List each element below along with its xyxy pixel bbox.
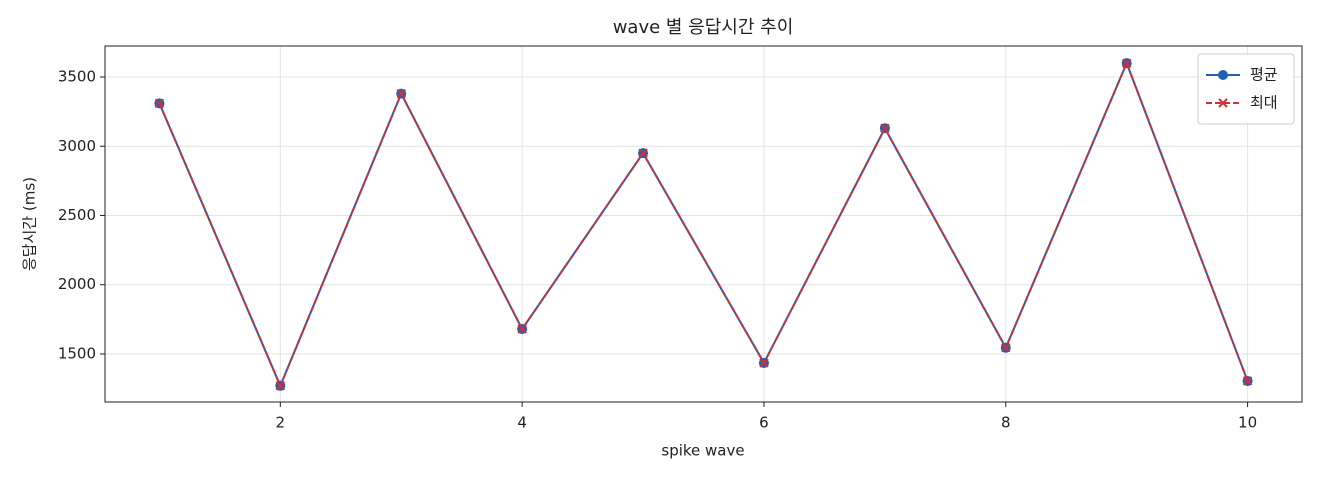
marker-shape bbox=[275, 381, 286, 391]
marker bbox=[517, 324, 527, 334]
marker bbox=[1242, 376, 1253, 386]
legend-label: 최대 bbox=[1250, 94, 1278, 112]
x-tick-label: 8 bbox=[1001, 414, 1011, 432]
y-tick-label: 1500 bbox=[58, 344, 96, 362]
marker-shape bbox=[880, 123, 890, 133]
marker-shape bbox=[1242, 376, 1253, 386]
y-tick-label: 2500 bbox=[58, 206, 96, 224]
x-axis-label: spike wave bbox=[661, 442, 744, 460]
marker-shape bbox=[1218, 98, 1228, 108]
marker-shape bbox=[396, 88, 406, 99]
marker-shape bbox=[1121, 58, 1132, 68]
x-tick-label: 6 bbox=[759, 414, 769, 432]
marker bbox=[1218, 70, 1228, 80]
marker bbox=[880, 123, 890, 133]
marker bbox=[1218, 98, 1228, 108]
marker bbox=[396, 88, 406, 99]
marker bbox=[638, 148, 648, 158]
x-tick-label: 4 bbox=[517, 414, 527, 432]
x-tick-label: 10 bbox=[1238, 414, 1257, 432]
y-axis-label: 응답시간 (ms) bbox=[21, 177, 39, 271]
chart-title: wave 별 응답시간 추이 bbox=[613, 17, 794, 38]
marker-shape bbox=[1001, 343, 1011, 353]
legend-box bbox=[1197, 53, 1295, 125]
legend-label: 평균 bbox=[1250, 66, 1278, 84]
marker-shape bbox=[638, 148, 648, 158]
marker bbox=[759, 358, 769, 368]
marker-shape bbox=[154, 98, 165, 109]
plot-frame bbox=[104, 45, 1303, 403]
marker-shape bbox=[517, 324, 527, 334]
y-tick-label: 3000 bbox=[58, 137, 96, 155]
marker bbox=[275, 381, 286, 391]
line bbox=[158, 60, 1249, 389]
y-tick-label: 2000 bbox=[58, 275, 96, 293]
marker-shape bbox=[759, 358, 769, 368]
x-tick-label: 2 bbox=[276, 414, 286, 432]
marker bbox=[1001, 343, 1011, 353]
y-tick-label: 3500 bbox=[58, 68, 96, 86]
marker bbox=[1121, 58, 1132, 68]
marker bbox=[154, 98, 165, 109]
